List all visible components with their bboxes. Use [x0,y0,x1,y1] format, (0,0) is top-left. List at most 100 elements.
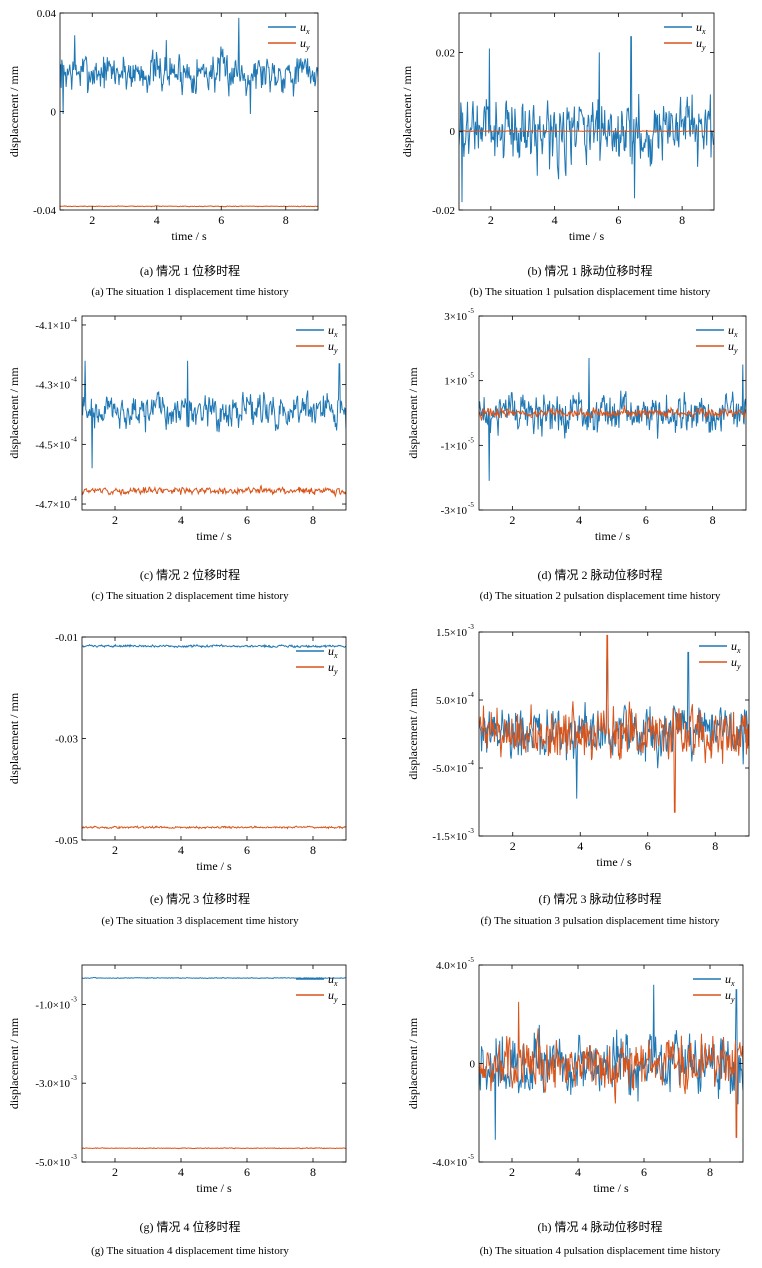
series-b-uy [459,130,714,133]
series-d-uy [479,405,746,421]
x-tick-label-a: 2 [89,213,95,227]
legend-label-e: ux [328,644,338,660]
y-axis-label-h: displacement / mm [406,1017,420,1109]
x-tick-label-e: 2 [112,843,118,857]
plot-frame-d [478,315,747,511]
y-tick-label-d: 1×10 [444,376,467,388]
series-a-uy [60,205,318,208]
y-tick-label-f: -5.0×10 [432,763,467,775]
y-tick-exponent-g: -3 [71,1153,77,1161]
x-axis-label-h: time / s [593,1181,629,1195]
y-axis-label-f: displacement / mm [406,688,420,780]
series-h-ux [479,984,743,1140]
x-tick-label-c: 8 [310,513,316,527]
plot-frame-g [81,964,347,1163]
x-tick-label-g: 8 [310,1165,316,1179]
x-tick-label-h: 2 [509,1165,515,1179]
y-tick-exponent-c: -4 [71,316,77,324]
x-tick-label-f: 2 [510,839,516,853]
y-tick-label-h: 0 [470,1059,476,1071]
x-axis-label-d: time / s [595,529,631,543]
legend-label-h: ux [725,972,735,988]
series-f-uy [479,634,749,813]
y-tick-label-a: 0 [51,107,57,119]
legend-label-a: uy [300,36,310,52]
y-axis-label-c: displacement / mm [7,367,21,459]
caption-en-e: (e) The situation 3 displacement time hi… [101,915,299,927]
x-tick-label-h: 8 [707,1165,713,1179]
y-tick-label-f: 5.0×10 [436,695,467,707]
plot-frame-b [458,12,715,211]
x-tick-label-c: 4 [178,513,184,527]
caption-en-b: (b) The situation 1 pulsation displaceme… [469,286,711,298]
y-axis-label-b: displacement / mm [400,65,414,157]
y-tick-label-a: -0.04 [33,205,56,217]
x-axis-label-e: time / s [196,859,232,873]
y-tick-label-b: -0.02 [432,205,455,217]
caption-cn-a: (a) 情况 1 位移时程 [139,264,241,278]
y-tick-label-f: -1.5×10 [432,831,467,843]
y-tick-exponent-h: -5 [468,1153,474,1161]
legend-label-g: uy [328,988,338,1004]
caption-cn-h: (h) 情况 4 脉动位移时程 [537,1220,663,1234]
x-axis-label-c: time / s [196,529,232,543]
caption-en-f: (f) The situation 3 pulsation displaceme… [480,915,720,927]
y-axis-label-a: displacement / mm [7,65,21,157]
chart-c: 2 4 6 8-4.1×10 -4-4.3×10 -4-4.5×10 -4-4.7×10 -4… [7,315,347,543]
y-tick-label-g: -5.0×10 [35,1157,70,1169]
y-tick-exponent-f: -3 [468,623,474,631]
x-tick-label-e: 8 [310,843,316,857]
x-tick-label-b: 4 [552,213,558,227]
plot-frame-c [81,315,347,511]
x-tick-label-e: 4 [178,843,184,857]
chart-f: 2 4 6 81.5×10 -35.0×10 -4-5.0×10 -4-1.5×10 -3ti… [406,623,750,869]
caption-en-h: (h) The situation 4 pulsation displaceme… [479,1245,721,1257]
x-tick-label-f: 8 [712,839,718,853]
x-tick-label-f: 6 [645,839,651,853]
caption-cn-e: (e) 情况 3 位移时程 [149,892,251,906]
y-tick-label-d: -1×10 [441,440,468,452]
y-tick-label-b: 0 [450,126,456,138]
legend-label-f: ux [731,639,741,655]
y-tick-exponent-f: -4 [468,759,474,767]
series-a-ux [60,17,318,115]
legend-label-c: ux [328,323,338,339]
series-e-ux [82,643,346,649]
caption-cn-f: (f) 情况 3 脉动位移时程 [538,892,662,906]
y-tick-label-a: 0.04 [37,8,57,20]
y-tick-label-f: 1.5×10 [436,627,467,639]
y-axis-label-e: displacement / mm [7,692,21,784]
x-tick-label-d: 2 [509,513,515,527]
x-tick-label-d: 4 [576,513,582,527]
chart-b: 2 4 6 8 0.02 0 -0.02 time / s displacement / mm u… [400,12,715,243]
x-tick-label-a: 8 [283,213,289,227]
y-tick-label-d: -3×10 [441,505,468,517]
y-tick-exponent-h: -5 [468,956,474,964]
series-d-ux [479,357,746,481]
x-tick-label-c: 6 [244,513,250,527]
x-tick-label-c: 2 [112,513,118,527]
series-g-uy [82,1147,346,1150]
y-tick-label-d: 3×10 [444,311,467,323]
y-tick-label-c: -4.1×10 [35,320,70,332]
series-c-ux [82,360,346,469]
y-tick-exponent-g: -3 [71,995,77,1003]
caption-en-d: (d) The situation 2 pulsation displaceme… [479,590,721,602]
y-tick-exponent-f: -4 [468,691,474,699]
legend-label-b: uy [696,36,706,52]
x-axis-label-b: time / s [569,229,605,243]
caption-cn-d: (d) 情况 2 脉动位移时程 [537,568,663,582]
y-tick-exponent-c: -4 [71,435,77,443]
legend-label-a: ux [300,20,310,36]
x-tick-label-d: 8 [710,513,716,527]
y-tick-label-c: -4.5×10 [35,439,70,451]
y-tick-label-h: 4.0×10 [436,960,467,972]
y-axis-label-d: displacement / mm [406,367,420,459]
y-tick-exponent-d: -5 [468,307,474,315]
series-e-uy [82,825,346,830]
x-tick-label-a: 6 [218,213,224,227]
y-tick-label-b: 0.02 [436,47,455,59]
x-axis-label-g: time / s [196,1181,232,1195]
x-tick-label-b: 6 [615,213,621,227]
